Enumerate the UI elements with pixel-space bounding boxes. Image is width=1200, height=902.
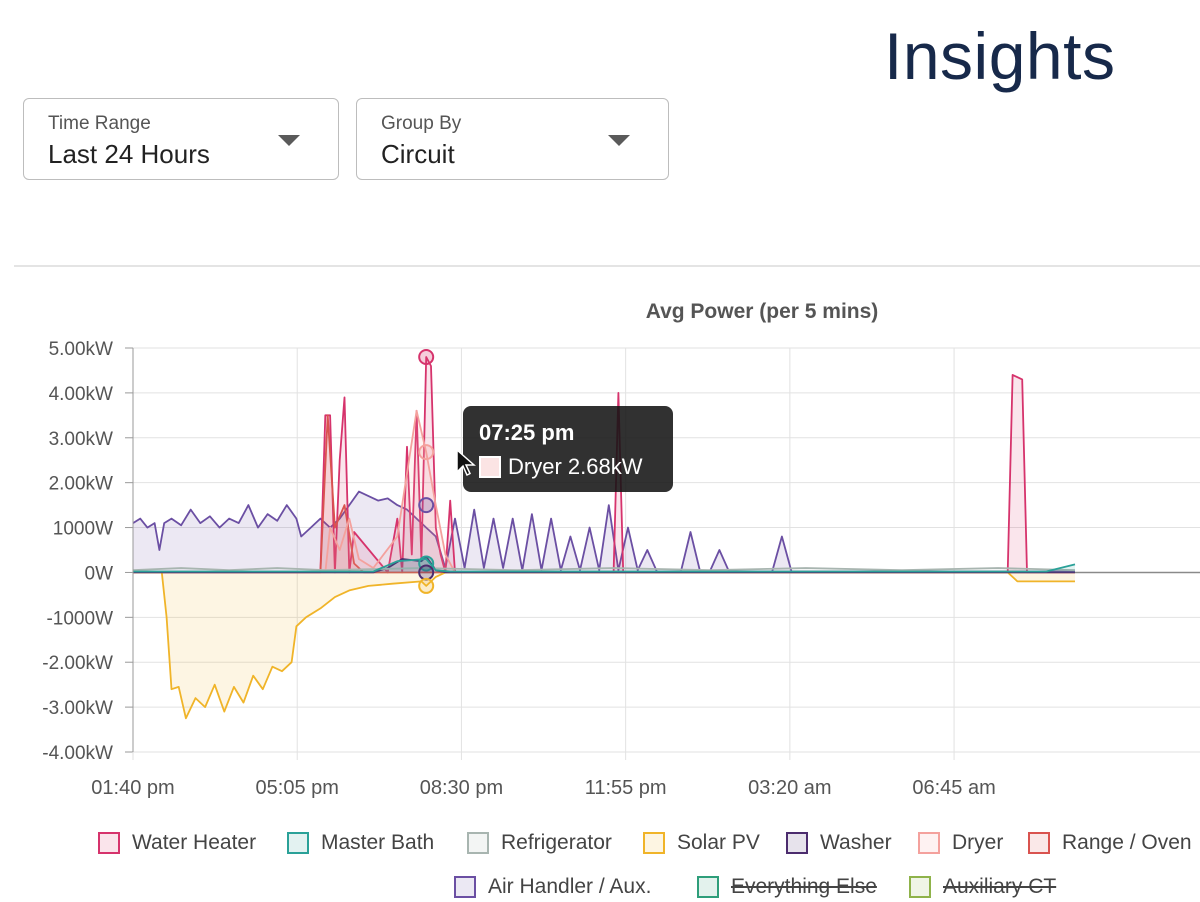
legend-swatch — [98, 832, 120, 854]
legend-label: Everything Else — [731, 875, 877, 898]
legend-item[interactable]: Everything Else — [697, 872, 877, 902]
chart-series — [132, 356, 1076, 720]
series-area-solar-pv — [133, 572, 1075, 719]
legend-swatch — [909, 876, 931, 898]
group-by-label: Group By — [381, 113, 462, 134]
mouse-pointer-icon — [456, 448, 476, 477]
y-tick-label: -4.00kW — [42, 743, 113, 764]
tooltip-swatch — [479, 456, 501, 478]
legend-label: Range / Oven — [1062, 831, 1192, 854]
series-line-solar-pv — [133, 571, 1075, 720]
x-tick-label: 06:45 am — [912, 777, 995, 799]
time-range-select[interactable]: Time Range Last 24 Hours — [23, 98, 339, 180]
x-tick-label: 01:40 pm — [91, 777, 174, 799]
chart-title: Avg Power (per 5 mins) — [646, 300, 879, 323]
legend-item[interactable]: Master Bath — [287, 828, 434, 858]
legend-label: Washer — [820, 831, 892, 854]
legend-label: Auxiliary CT — [943, 875, 1057, 898]
time-range-value: Last 24 Hours — [48, 139, 210, 169]
legend-item[interactable]: Solar PV — [643, 828, 760, 858]
power-chart[interactable]: Avg Power (per 5 mins) 5.00kW 4.00kW 3.00k… — [0, 280, 1200, 820]
legend-label: Master Bath — [321, 831, 435, 854]
y-tick-label: -2.00kW — [42, 653, 113, 674]
y-tick-label: 1000W — [53, 519, 113, 540]
legend-swatch — [786, 832, 808, 854]
group-by-select[interactable]: Group By Circuit — [356, 98, 669, 180]
legend-swatch — [467, 832, 489, 854]
legend-item[interactable]: Water Heater — [98, 828, 256, 858]
legend-item[interactable]: Dryer — [918, 828, 1003, 858]
time-range-label: Time Range — [48, 113, 151, 134]
legend-item[interactable]: Washer — [786, 828, 892, 858]
legend-label: Air Handler / Aux. — [488, 875, 652, 898]
x-tick-label: 08:30 pm — [420, 777, 503, 799]
y-tick-label: -1000W — [46, 608, 113, 629]
legend-item[interactable]: Air Handler / Aux. — [454, 872, 651, 902]
chart-hover-markers — [418, 348, 435, 594]
hover-point — [418, 348, 435, 365]
legend-label: Water Heater — [132, 831, 257, 854]
chart-tooltip: 07:25 pm Dryer 2.68kW — [463, 406, 673, 492]
hover-point — [418, 577, 435, 594]
legend-swatch — [643, 832, 665, 854]
section-divider — [14, 265, 1200, 267]
chart-axes: 5.00kW 4.00kW 3.00kW 2.00kW 1000W 0W -1000W -2.… — [42, 339, 996, 799]
hover-point — [418, 444, 435, 461]
legend-swatch — [287, 832, 309, 854]
legend-swatch — [1028, 832, 1050, 854]
legend-label: Refrigerator — [501, 831, 612, 854]
x-tick-label: 03:20 am — [748, 777, 831, 799]
y-tick-label: 0W — [85, 563, 114, 584]
legend-swatch — [697, 876, 719, 898]
legend-label: Dryer — [952, 831, 1004, 854]
x-tick-label: 05:05 pm — [256, 777, 339, 799]
y-tick-label: 3.00kW — [49, 429, 113, 450]
hover-point — [418, 564, 435, 581]
series-line-refrigerator — [132, 567, 1076, 572]
chevron-down-icon — [608, 135, 630, 146]
y-tick-label: -3.00kW — [42, 698, 113, 719]
hover-point — [418, 497, 435, 514]
legend-swatch — [918, 832, 940, 854]
legend-item[interactable]: Range / Oven — [1028, 828, 1192, 858]
tooltip-time: 07:25 pm — [479, 420, 575, 445]
series-line-air-handler-aux- — [132, 490, 1075, 573]
series-line-dryer — [133, 409, 1075, 574]
y-tick-label: 5.00kW — [49, 339, 113, 360]
series-line-master-bath — [133, 558, 1076, 573]
legend-label: Solar PV — [677, 831, 760, 854]
chevron-down-icon — [278, 135, 300, 146]
tooltip-value: Dryer 2.68kW — [508, 454, 643, 479]
x-tick-label: 11:55 pm — [585, 777, 667, 799]
y-tick-label: 2.00kW — [49, 474, 113, 495]
group-by-value: Circuit — [381, 139, 455, 169]
legend-swatch — [454, 876, 476, 898]
y-tick-label: 4.00kW — [49, 384, 113, 405]
series-area-air-handler-aux- — [133, 491, 1075, 573]
legend-item[interactable]: Refrigerator — [467, 828, 612, 858]
page-title: Insights — [884, 19, 1116, 93]
legend-item[interactable]: Auxiliary CT — [909, 872, 1056, 902]
